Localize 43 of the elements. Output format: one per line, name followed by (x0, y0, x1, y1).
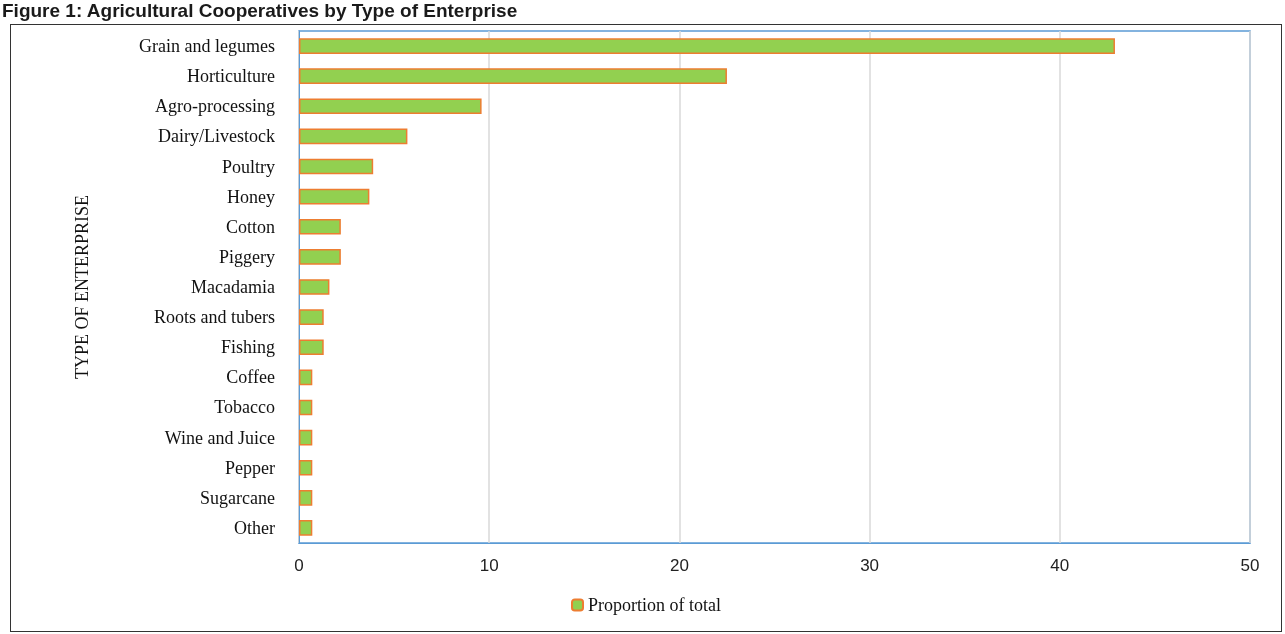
bar (299, 520, 313, 536)
bar (299, 339, 324, 356)
y-tick-label: Tobacco (214, 397, 275, 418)
y-tick-label: Honey (227, 186, 275, 207)
y-tick-label: Pepper (225, 457, 275, 478)
bar (299, 68, 727, 85)
x-tick-label: 10 (479, 556, 499, 575)
y-axis-title: TYPE OF ENTERPRISE (72, 194, 92, 380)
y-tick-label: Grain and legumes (139, 36, 275, 57)
y-tick-label: Sugarcane (200, 487, 275, 508)
bar (299, 158, 374, 175)
bar (299, 249, 341, 265)
y-tick-label: Fishing (220, 337, 275, 358)
bar (299, 399, 313, 416)
bar (299, 38, 1115, 54)
y-tick-label: Poultry (221, 156, 275, 177)
x-tick-label: 40 (1050, 556, 1070, 575)
y-tick-label: Piggery (219, 246, 275, 267)
x-tick-label: 50 (1240, 556, 1260, 575)
y-tick-label: Other (234, 517, 275, 538)
x-tick-label: 20 (669, 556, 689, 575)
y-tick-label: Dairy/Livestock (158, 126, 275, 147)
y-tick-label: Coffee (226, 367, 275, 388)
y-tick-label: Roots and tubers (154, 307, 275, 328)
y-tick-label: Cotton (225, 216, 275, 237)
bar (299, 369, 313, 386)
bar (299, 309, 324, 325)
bar (299, 98, 482, 115)
x-tick-label: 30 (860, 556, 880, 575)
bar (299, 429, 313, 446)
y-tick-label: Macadamia (191, 277, 276, 297)
bar (299, 279, 330, 295)
y-tick-label: Horticulture (187, 66, 275, 87)
bar (299, 489, 313, 506)
x-tick-label: 0 (294, 556, 304, 575)
bar (299, 218, 341, 235)
bar (299, 459, 313, 476)
bar (299, 128, 408, 145)
y-tick-label: Agro-processing (155, 96, 275, 117)
legend-label: Proportion of total (588, 595, 722, 615)
y-tick-label: Wine and Juice (164, 427, 276, 448)
bar (299, 188, 370, 205)
chart-title: Figure 1: Agricultural Cooperatives by Type of Enterprise (2, 0, 518, 22)
